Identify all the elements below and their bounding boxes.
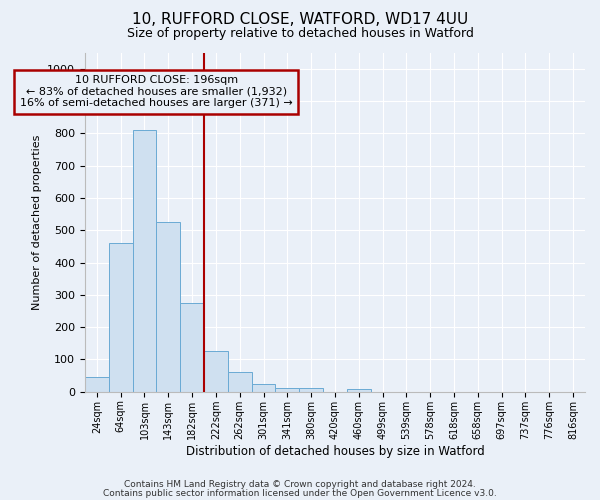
Text: Size of property relative to detached houses in Watford: Size of property relative to detached ho…	[127, 28, 473, 40]
Bar	[133, 130, 157, 392]
Bar	[299, 388, 323, 392]
Bar	[180, 303, 204, 392]
Bar	[251, 384, 275, 392]
Text: Contains HM Land Registry data © Crown copyright and database right 2024.: Contains HM Land Registry data © Crown c…	[124, 480, 476, 489]
Text: 10 RUFFORD CLOSE: 196sqm
← 83% of detached houses are smaller (1,932)
16% of sem: 10 RUFFORD CLOSE: 196sqm ← 83% of detach…	[20, 75, 293, 108]
X-axis label: Distribution of detached houses by size in Watford: Distribution of detached houses by size …	[185, 444, 484, 458]
Bar	[228, 372, 251, 392]
Text: 10, RUFFORD CLOSE, WATFORD, WD17 4UU: 10, RUFFORD CLOSE, WATFORD, WD17 4UU	[132, 12, 468, 28]
Bar	[347, 389, 371, 392]
Y-axis label: Number of detached properties: Number of detached properties	[32, 134, 41, 310]
Bar	[109, 243, 133, 392]
Text: Contains public sector information licensed under the Open Government Licence v3: Contains public sector information licen…	[103, 488, 497, 498]
Bar	[157, 222, 180, 392]
Bar	[204, 352, 228, 392]
Bar	[85, 378, 109, 392]
Bar	[275, 388, 299, 392]
